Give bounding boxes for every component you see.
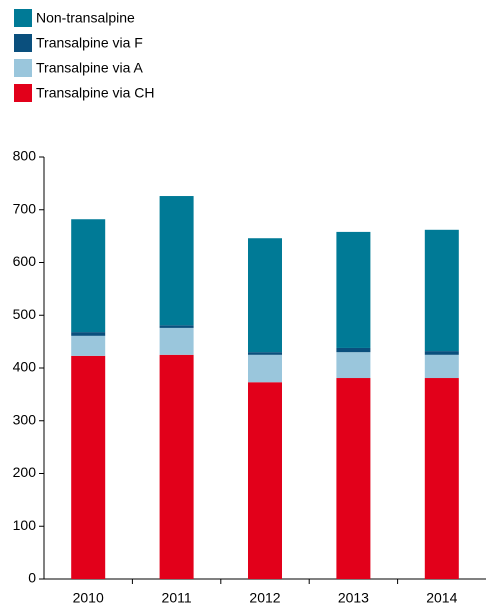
y-tick-label: 300	[13, 411, 37, 427]
y-tick-label: 600	[13, 253, 37, 269]
y-tick-label: 800	[13, 148, 37, 164]
bar-segment	[248, 354, 282, 383]
y-tick-label: 200	[13, 464, 37, 480]
bar-segment	[71, 335, 106, 356]
x-tick-label: 2011	[162, 590, 192, 606]
bar-segment	[71, 332, 106, 336]
y-tick-label: 0	[28, 570, 36, 586]
bar-segment	[424, 378, 459, 579]
x-tick-label: 2010	[73, 590, 104, 606]
bar-segment	[424, 354, 459, 379]
bar-segment	[71, 219, 106, 333]
legend-label: Transalpine via A	[36, 60, 144, 76]
bar-segment	[424, 229, 459, 352]
bar-segment	[248, 382, 282, 579]
bar-segment	[159, 196, 194, 326]
legend-swatch	[14, 59, 32, 77]
legend-swatch	[14, 34, 32, 52]
bar-segment	[336, 347, 371, 353]
legend-swatch	[14, 84, 32, 102]
bar-segment	[71, 355, 106, 579]
legend-swatch	[14, 9, 32, 27]
y-tick-label: 400	[13, 359, 37, 375]
x-tick-label: 2012	[249, 590, 280, 606]
bar-segment	[248, 352, 282, 355]
bar-segment	[336, 352, 371, 379]
y-tick-label: 500	[13, 306, 37, 322]
bar-segment	[248, 238, 282, 353]
bar-segment	[159, 354, 194, 579]
legend-label: Transalpine via CH	[36, 85, 155, 101]
bar-segment	[336, 378, 371, 579]
y-tick-label: 700	[13, 200, 37, 216]
x-tick-label: 2014	[426, 590, 457, 606]
bar-segment	[159, 325, 194, 328]
legend-label: Non-transalpine	[36, 10, 135, 26]
bar-segment	[336, 231, 371, 348]
y-tick-label: 100	[13, 517, 37, 533]
legend-label: Transalpine via F	[36, 35, 143, 51]
bar-segment	[159, 327, 194, 355]
bar-segment	[424, 351, 459, 355]
x-tick-label: 2013	[338, 590, 369, 606]
